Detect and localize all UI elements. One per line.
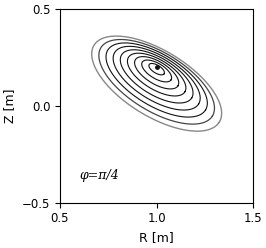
X-axis label: R [m]: R [m] — [139, 231, 174, 244]
Text: φ=π/4: φ=π/4 — [79, 169, 119, 182]
Y-axis label: Z [m]: Z [m] — [3, 89, 16, 123]
